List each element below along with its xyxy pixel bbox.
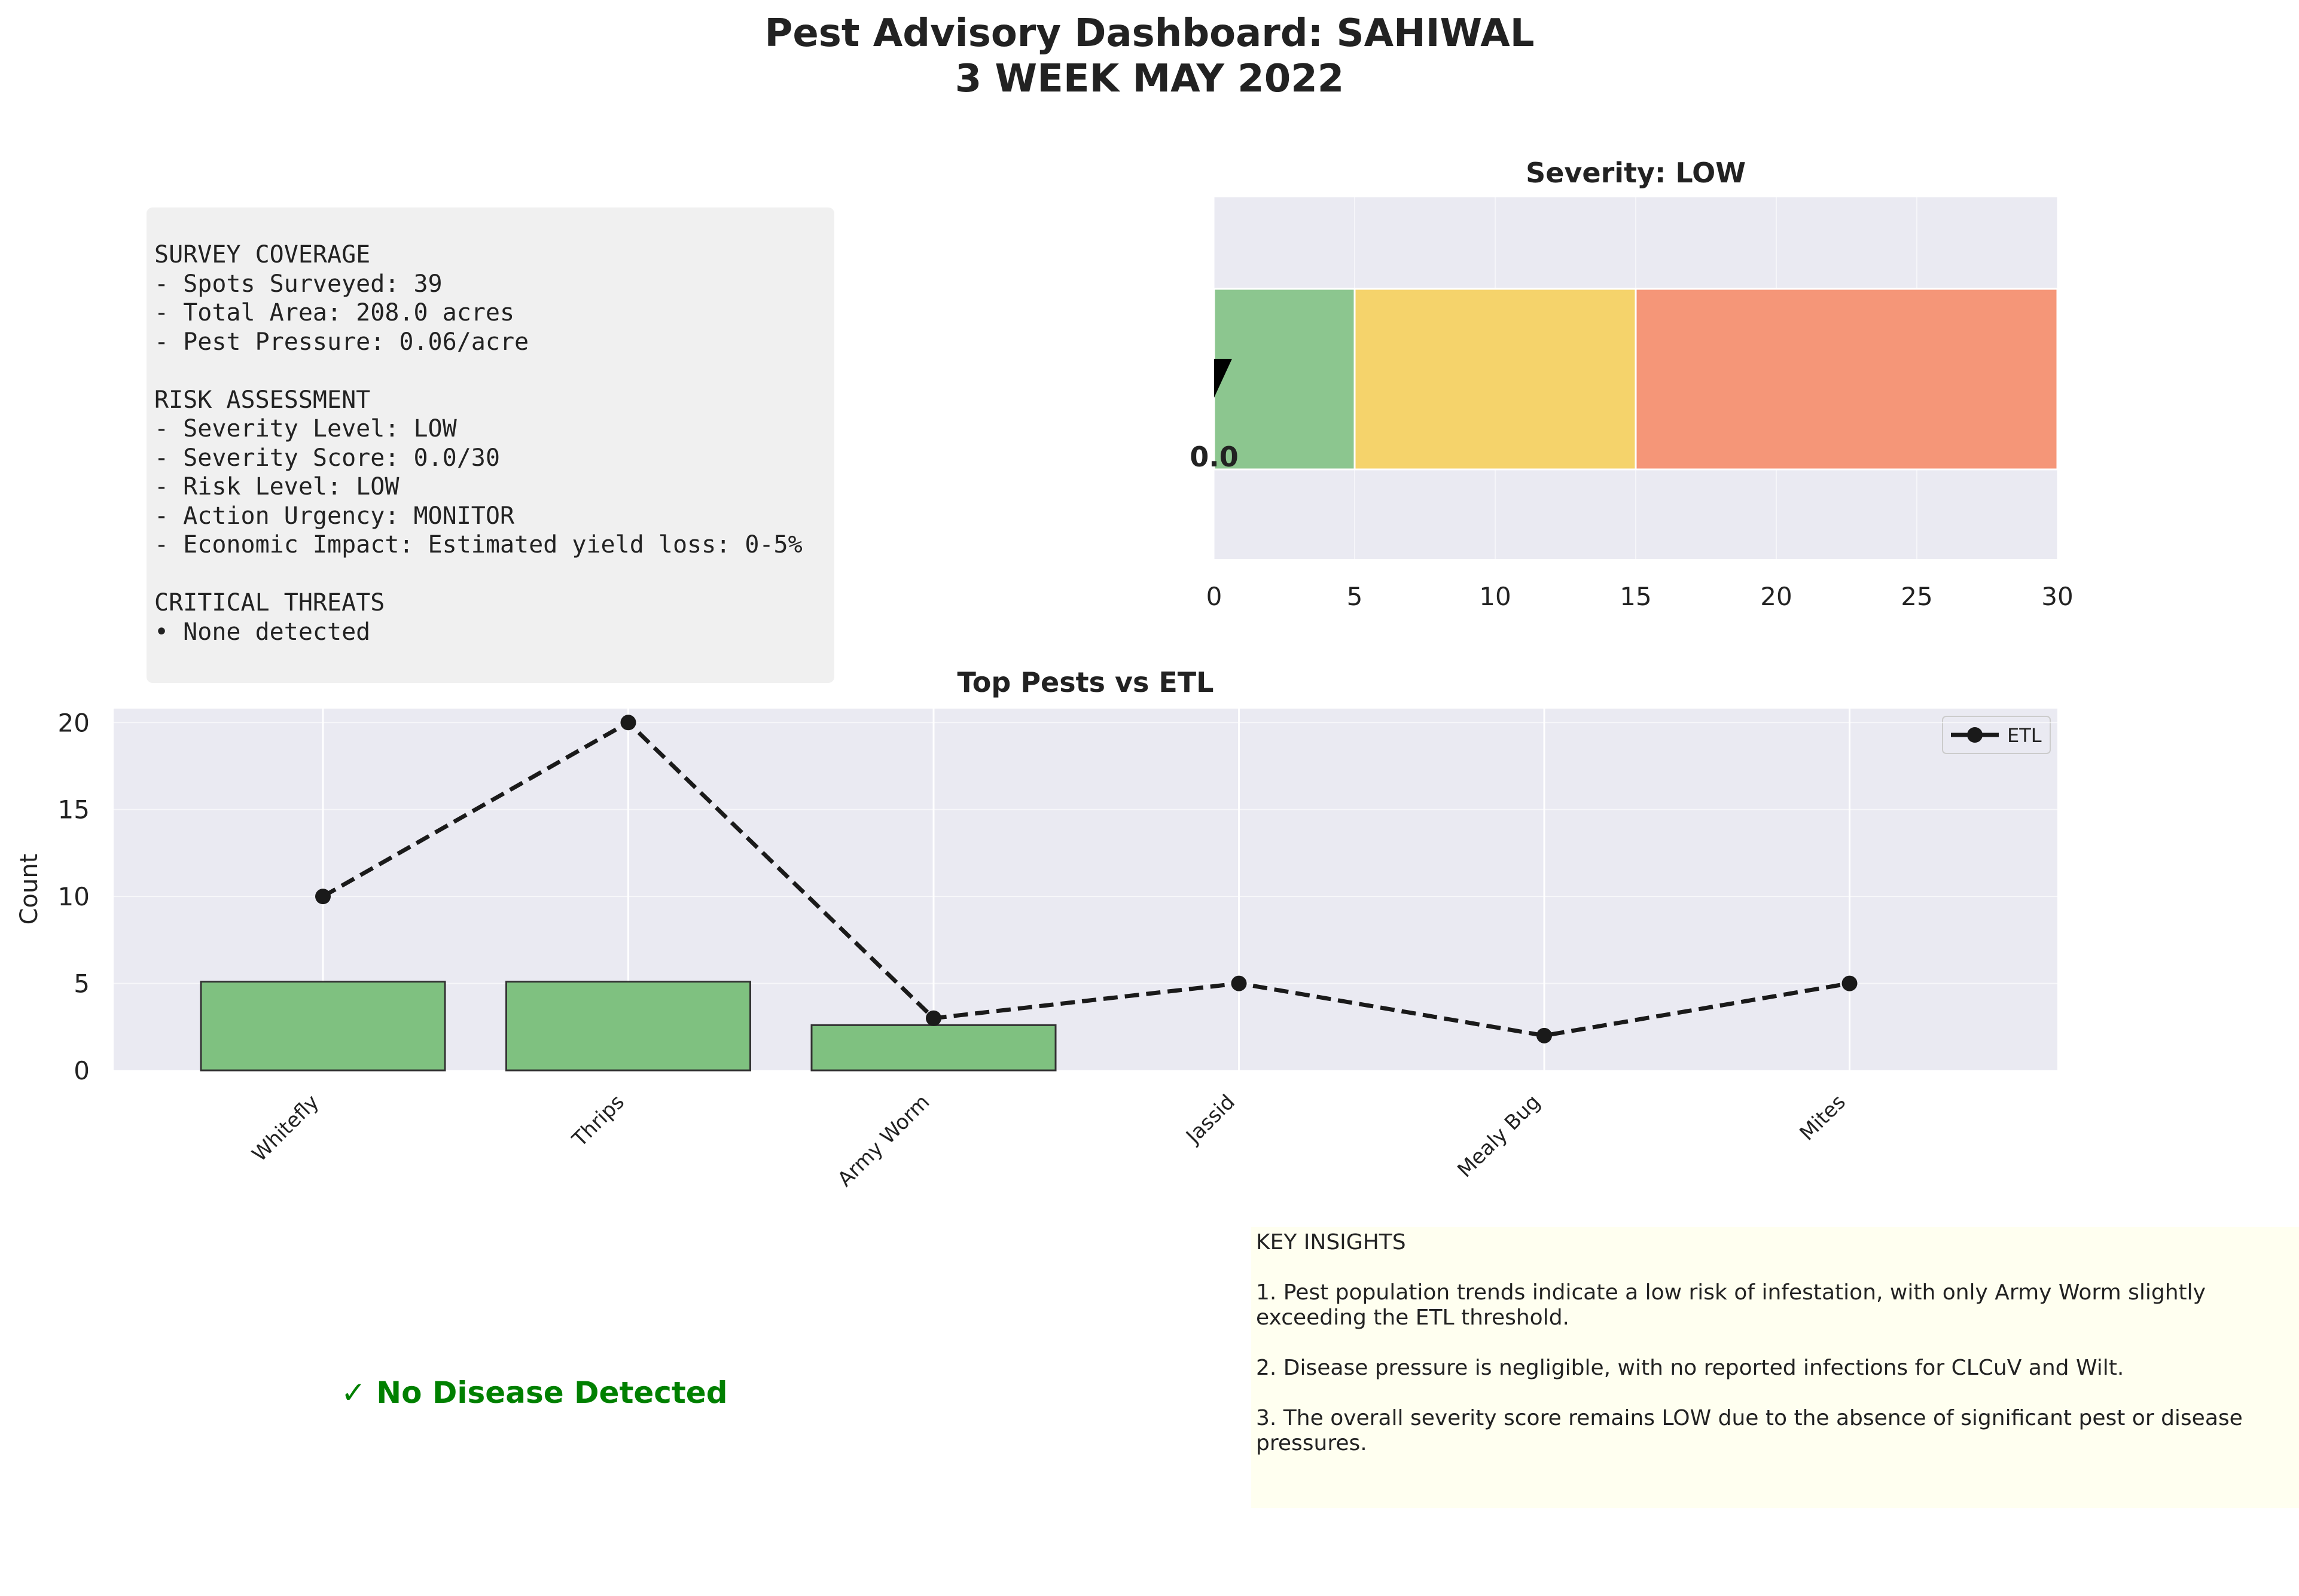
gauge-tick-label: 5	[1347, 582, 1363, 611]
severity-value-label: 0.0	[1190, 441, 1239, 473]
severity-zone-high	[1635, 288, 2059, 471]
gauge-tick-label: 10	[1479, 582, 1511, 611]
etl-point	[926, 1010, 941, 1026]
dashboard-title-line2: 3 WEEK MAY 2022	[955, 57, 1344, 101]
etl-point	[1536, 1027, 1552, 1043]
severity-gauge-chart: Severity: LOW 0.0 0 5 10 15 20 25 30	[1190, 157, 2073, 611]
gauge-tick-label: 0	[1206, 582, 1222, 611]
etl-point	[1231, 975, 1247, 991]
gauge-tick-label: 15	[1620, 582, 1651, 611]
x-category-label: Jassid	[1181, 1090, 1240, 1149]
key-insights-text: KEY INSIGHTS 1. Pest population trends i…	[1256, 1230, 2243, 1455]
x-category-label: Mites	[1795, 1090, 1850, 1145]
x-category-label: Army Worm	[833, 1090, 934, 1191]
etl-point	[1841, 975, 1858, 991]
disease-status-message: ✓ No Disease Detected	[341, 1375, 728, 1410]
legend-etl-label: ETL	[2007, 724, 2042, 747]
pest-count-bar	[810, 1024, 1057, 1072]
severity-zone-medium	[1353, 288, 1637, 471]
y-tick-label: 15	[58, 795, 90, 825]
y-tick-label: 20	[58, 708, 90, 737]
summary-text: SURVEY COVERAGE - Spots Surveyed: 39 - T…	[154, 241, 803, 646]
pest-count-bar	[505, 981, 751, 1072]
top-pests-chart: Top Pests vs ETL Count ETL 0 5 10 15 20 White…	[16, 666, 2057, 1192]
y-tick-label: 10	[58, 882, 90, 911]
severity-gauge-title: Severity: LOW	[1526, 157, 1746, 189]
gauge-tick-label: 20	[1760, 582, 1792, 611]
x-category-label: Thrips	[568, 1090, 629, 1152]
severity-pointer-marker	[1214, 359, 1232, 398]
y-axis-label: Count	[16, 854, 43, 925]
etl-point	[315, 889, 331, 905]
legend-etl-marker	[1967, 727, 1983, 743]
top-pests-chart-title: Top Pests vs ETL	[958, 666, 1214, 698]
y-tick-label: 5	[74, 969, 90, 999]
key-insights-panel	[1251, 1227, 2299, 1508]
dashboard-title-line1: Pest Advisory Dashboard: SAHIWAL	[764, 11, 1535, 56]
y-tick-label: 0	[74, 1056, 90, 1085]
summary-panel	[147, 207, 834, 683]
pest-count-bar	[200, 981, 446, 1072]
etl-point	[620, 715, 636, 731]
x-category-label: Mealy Bug	[1453, 1090, 1545, 1182]
severity-zone-low	[1213, 288, 1356, 471]
dashboard-title: Pest Advisory Dashboard: SAHIWAL 3 WEEK …	[0, 11, 2299, 102]
chart-legend: ETL	[1942, 716, 2051, 754]
gauge-tick-label: 30	[2041, 582, 2073, 611]
gauge-tick-label: 25	[1901, 582, 1932, 611]
x-category-label: Whitefly	[248, 1090, 324, 1167]
etl-line	[322, 719, 1850, 1038]
